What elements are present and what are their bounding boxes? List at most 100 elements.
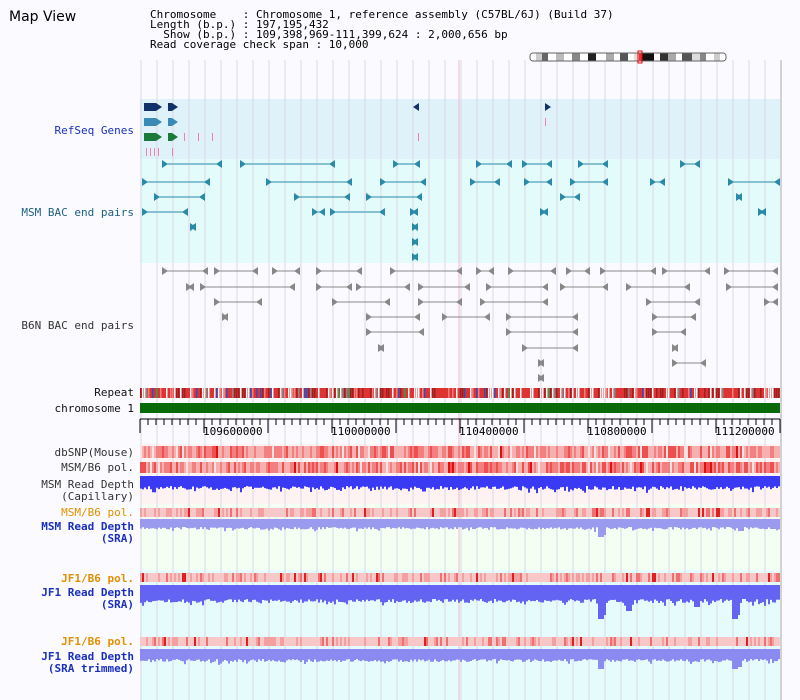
msm-pol-cell [748, 462, 750, 473]
msm-sra-depth-bar [350, 519, 352, 529]
track-label-jf1-pol-1[interactable]: JF1/B6 pol. [61, 572, 134, 585]
jf1-sra-depth-bar [314, 585, 316, 602]
msm-pol2-cell [388, 508, 390, 517]
msm-cap-depth-bar [534, 476, 536, 490]
jf1-pol2-cell [232, 637, 234, 646]
msm-sra-depth-bar [610, 519, 612, 530]
track-label-msm-pol-1[interactable]: MSM/B6 pol. [61, 461, 134, 474]
track-label-msm-pol-2[interactable]: MSM/B6 pol. [61, 506, 134, 519]
jf1-sra-depth-bar [598, 585, 600, 619]
bac-end-arrow [412, 223, 418, 231]
msm-pol2-cell [646, 508, 648, 517]
track-label-msm-bac[interactable]: MSM BAC end pairs [21, 206, 134, 219]
msm-pol-cell [360, 462, 362, 473]
track-label-msm-depth-sra[interactable]: MSM Read Depth [41, 520, 134, 533]
bac-end-arrow [506, 313, 512, 321]
msm-pol-cell [776, 462, 778, 473]
msm-pol-cell [144, 462, 146, 473]
msm-sra-depth-bar [638, 519, 640, 529]
dbsnp-cell [344, 446, 346, 458]
jf1-trim-depth-bar [386, 649, 388, 661]
repeat-element [716, 388, 718, 398]
bac-end-arrow [572, 313, 578, 321]
msm-pol2-cell [456, 508, 458, 517]
jf1-trim-depth-bar [524, 649, 526, 662]
repeat-element [224, 388, 226, 398]
msm-pol2-cell [742, 508, 744, 517]
msm-cap-depth-bar [660, 476, 662, 487]
jf1-trim-depth-bar [186, 649, 188, 661]
jf1-sra-depth-bar [738, 585, 740, 615]
dbsnp-cell [374, 446, 376, 458]
jf1-pol-cell [458, 573, 460, 582]
jf1-sra-depth-bar [212, 585, 214, 601]
msm-pol2-cell [290, 508, 292, 517]
msm-cap-depth-bar [730, 476, 732, 491]
msm-pol-cell [380, 462, 382, 473]
jf1-pol-cell [672, 573, 674, 582]
track-label-chromosome[interactable]: chromosome 1 [54, 402, 134, 415]
msm-pol-cell [632, 462, 634, 473]
track-label-repeat[interactable]: Repeat [94, 386, 134, 399]
jf1-pol2-cell [438, 637, 440, 646]
jf1-trim-depth-bar [328, 649, 330, 661]
dbsnp-cell [368, 446, 370, 458]
msm-cap-depth-bar [280, 476, 282, 492]
jf1-sra-depth-bar [148, 585, 150, 603]
repeat-element [652, 388, 654, 398]
dbsnp-cell [698, 446, 700, 458]
jf1-pol2-cell [264, 637, 266, 646]
msm-pol-cell [278, 462, 280, 473]
msm-pol2-cell [448, 508, 450, 517]
jf1-pol-cell [574, 573, 576, 582]
msm-sra-depth-bar [154, 519, 156, 529]
repeat-element [216, 388, 218, 398]
msm-cap-depth-bar [414, 476, 416, 487]
jf1-sra-depth-bar [246, 585, 248, 600]
msm-cap-depth-bar [454, 476, 456, 490]
msm-pol2-cell [710, 508, 712, 517]
jf1-pol2-cell [560, 637, 562, 646]
msm-cap-depth-bar [728, 476, 730, 489]
track-label-jf1-pol-2[interactable]: JF1/B6 pol. [61, 635, 134, 648]
msm-pol2-cell [224, 508, 226, 517]
msm-pol-cell [666, 462, 668, 473]
jf1-trim-depth-bar [770, 649, 772, 660]
msm-sra-depth-bar [560, 519, 562, 530]
track-label-jf1-depth-trim[interactable]: JF1 Read Depth [41, 650, 134, 663]
jf1-pol-cell [492, 573, 494, 582]
jf1-pol-cell [236, 573, 238, 582]
repeat-element [234, 388, 236, 398]
jf1-pol-cell [566, 573, 568, 582]
msm-pol-cell [220, 462, 222, 473]
msm-pol2-cell [770, 508, 772, 517]
msm-pol-cell [314, 462, 316, 473]
jf1-pol-cell [696, 573, 698, 582]
jf1-trim-depth-bar [410, 649, 412, 660]
jf1-pol-cell [298, 573, 300, 582]
dbsnp-cell [464, 446, 466, 458]
msm-pol2-cell [602, 508, 604, 517]
msm-pol-cell [648, 462, 650, 473]
jf1-trim-depth-bar [202, 649, 204, 661]
msm-pol2-cell [168, 508, 170, 517]
msm-cap-depth-bar [648, 476, 650, 490]
track-label-b6n-bac[interactable]: B6N BAC end pairs [21, 319, 134, 332]
jf1-pol2-cell [524, 637, 526, 646]
msm-sra-depth-bar [144, 519, 146, 529]
msm-pol-cell [480, 462, 482, 473]
track-label-refseq[interactable]: RefSeq Genes [54, 124, 134, 137]
jf1-trim-depth-bar [772, 649, 774, 663]
track-label-dbsnp[interactable]: dbSNP(Mouse) [54, 446, 134, 459]
track-label-msm-depth-cap[interactable]: MSM Read Depth [41, 478, 134, 491]
msm-pol-cell [260, 462, 262, 473]
bac-end-arrow [214, 267, 220, 275]
msm-pol2-cell [422, 508, 424, 517]
msm-pol2-cell [614, 508, 616, 517]
repeat-element [546, 388, 548, 398]
repeat-element [268, 388, 270, 398]
track-label-jf1-depth-sra[interactable]: JF1 Read Depth [41, 586, 134, 599]
msm-pol-cell [536, 462, 538, 473]
repeat-element [160, 388, 162, 398]
jf1-pol-cell [234, 573, 236, 582]
